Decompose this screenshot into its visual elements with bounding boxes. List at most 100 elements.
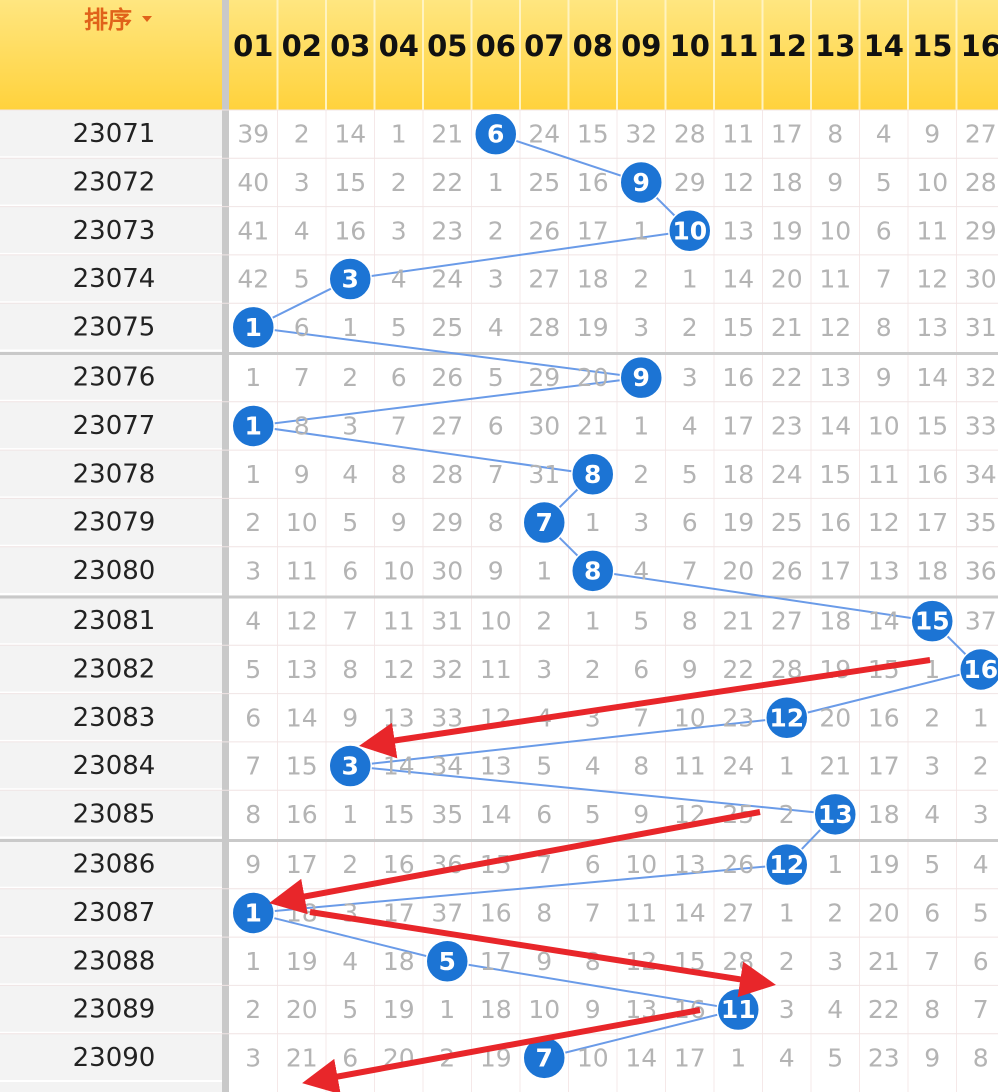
omission-value: 14	[286, 703, 318, 732]
omission-value: 11	[383, 607, 415, 636]
omission-value: 42	[237, 265, 269, 294]
omission-value: 6	[682, 508, 698, 537]
omission-value: 11	[819, 265, 851, 294]
omission-value: 9	[682, 655, 698, 684]
omission-value: 13	[383, 703, 415, 732]
omission-value: 4	[391, 265, 407, 294]
omission-value: 27	[965, 120, 997, 149]
hit-ball	[474, 112, 518, 156]
omission-value: 35	[431, 800, 463, 829]
omission-value: 9	[536, 947, 552, 976]
period: 23089	[73, 995, 156, 1025]
hit-ball	[328, 257, 372, 301]
omission-value: 14	[480, 800, 512, 829]
omission-value: 6	[633, 655, 649, 684]
omission-value: 6	[536, 800, 552, 829]
period: 23072	[73, 167, 156, 197]
omission-value: 3	[779, 995, 795, 1024]
hit-link	[350, 229, 690, 281]
omission-value: 20	[722, 556, 754, 585]
omission-value: 19	[286, 947, 318, 976]
omission-value: 29	[431, 508, 463, 537]
omission-value: 1	[536, 556, 552, 585]
omission-value: 17	[722, 411, 754, 440]
hit-ball	[813, 792, 857, 837]
omission-value: 9	[391, 508, 407, 537]
omission-value: 32	[431, 655, 463, 684]
omission-value: 26	[722, 850, 754, 879]
hit-number: 16	[963, 655, 998, 684]
omission-value: 37	[431, 898, 463, 927]
omission-value: 3	[827, 947, 843, 976]
omission-value: 10	[383, 556, 415, 585]
omission-value: 29	[528, 363, 560, 392]
omission-value: 16	[577, 168, 609, 197]
omission-value: 4	[488, 313, 504, 342]
period: 23073	[73, 216, 156, 246]
omission-value: 13	[286, 655, 318, 684]
omission-value: 7	[245, 752, 261, 781]
omission-value: 2	[924, 703, 940, 732]
omission-value: 17	[480, 947, 512, 976]
omission-value: 22	[722, 655, 754, 684]
omission-value: 16	[819, 508, 851, 537]
hit-number: 10	[672, 216, 707, 245]
hit-ball	[231, 305, 275, 350]
omission-value: 30	[528, 411, 560, 440]
hit-number: 3	[342, 265, 359, 294]
omission-value: 18	[916, 556, 948, 585]
omission-value: 4	[682, 411, 698, 440]
omission-value: 2	[973, 752, 989, 781]
hit-number: 12	[769, 850, 804, 879]
omission-value: 17	[819, 556, 851, 585]
omission-value: 6	[342, 1043, 358, 1072]
omission-value: 11	[674, 752, 706, 781]
omission-value: 4	[973, 850, 989, 879]
sort-arrow[interactable]	[142, 16, 152, 22]
omission-value: 8	[294, 411, 310, 440]
omission-value: 16	[480, 898, 512, 927]
omission-value: 1	[439, 995, 455, 1024]
omission-value: 12	[383, 655, 415, 684]
omission-value: 9	[245, 850, 261, 879]
omission-value: 1	[585, 508, 601, 537]
omission-value: 12	[868, 508, 900, 537]
omission-value: 1	[245, 947, 261, 976]
hit-number: 13	[818, 800, 853, 829]
omission-value: 14	[674, 898, 706, 927]
omission-value: 27	[528, 265, 560, 294]
omission-value: 14	[916, 363, 948, 392]
omission-value: 29	[965, 216, 997, 245]
omission-value: 8	[585, 947, 601, 976]
omission-value: 13	[722, 216, 754, 245]
sort-label[interactable]: 排序	[84, 6, 132, 34]
omission-value: 1	[391, 120, 407, 149]
omission-value: 4	[827, 995, 843, 1024]
omission-value: 14	[383, 752, 415, 781]
omission-value: 13	[868, 556, 900, 585]
hit-ball	[619, 355, 663, 400]
column-header: 06	[476, 29, 516, 63]
header-left	[0, 0, 222, 110]
period: 23078	[73, 459, 156, 489]
omission-value: 5	[488, 363, 504, 392]
period: 23080	[73, 556, 156, 586]
omission-value: 13	[674, 850, 706, 879]
omission-value: 14	[868, 607, 900, 636]
omission-value: 6	[973, 947, 989, 976]
period: 23086	[73, 850, 156, 880]
omission-value: 37	[965, 607, 997, 636]
omission-value: 39	[237, 120, 269, 149]
hit-number: 3	[342, 752, 359, 781]
omission-value: 2	[827, 898, 843, 927]
omission-value: 17	[771, 120, 803, 149]
omission-value: 25	[771, 508, 803, 537]
hit-ball	[910, 599, 954, 643]
omission-value: 17	[286, 850, 318, 879]
omission-value: 14	[334, 120, 366, 149]
omission-value: 9	[342, 703, 358, 732]
red-arrow	[309, 909, 776, 998]
omission-value: 34	[965, 460, 997, 489]
omission-value: 1	[633, 411, 649, 440]
